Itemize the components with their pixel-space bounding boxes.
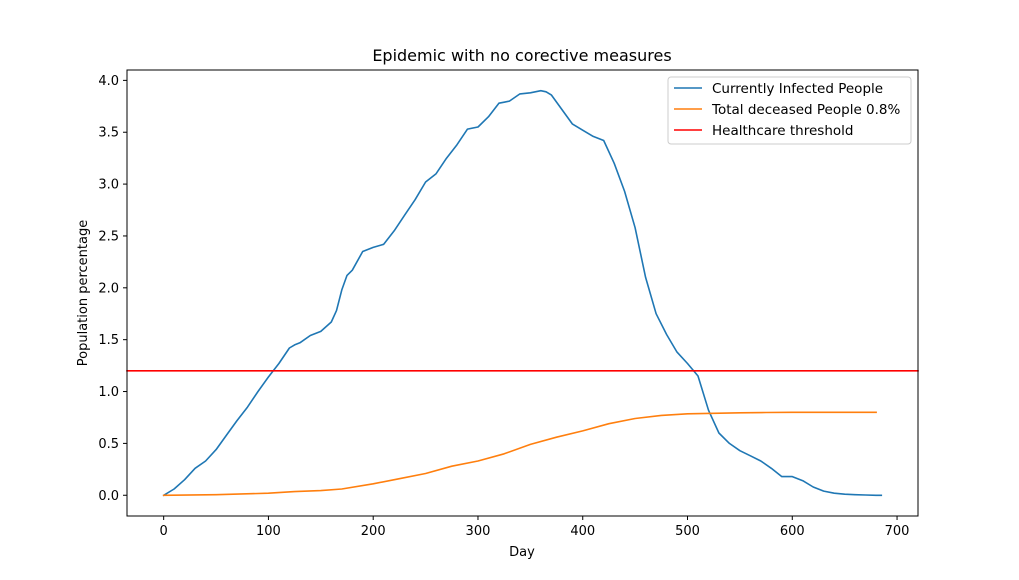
x-axis-label: Day: [509, 545, 535, 560]
x-tick-label: 0: [160, 524, 168, 539]
y-tick-label: 1.0: [98, 385, 119, 400]
y-tick-label: 2.5: [98, 229, 119, 244]
y-axis-label: Population percentage: [76, 220, 91, 366]
legend-box: [667, 76, 912, 145]
x-tick-label: 100: [256, 524, 281, 539]
chart-title: Epidemic with no corective measures: [372, 46, 671, 65]
legend-label-total-deceased-people-0-8: Total deceased People 0.8%: [711, 102, 901, 118]
y-tick-label: 0.0: [98, 489, 119, 504]
y-tick-label: 3.0: [98, 178, 119, 193]
x-tick-label: 400: [570, 524, 595, 539]
y-tick-label: 0.5: [98, 437, 119, 452]
y-tick-label: 3.5: [98, 126, 119, 141]
legend-label-healthcare-threshold: Healthcare threshold: [712, 123, 853, 139]
x-tick-label: 600: [780, 524, 805, 539]
series-layer: [126, 89, 919, 497]
series-line-currently-infected-people: [162, 89, 883, 497]
x-tick-label: 700: [885, 524, 910, 539]
x-tick-label: 300: [466, 524, 491, 539]
x-axis: 0 100 200 300 400 500 600 700: [160, 516, 910, 539]
x-tick-label: 200: [361, 524, 386, 539]
legend: Currently Infected People Total deceased …: [667, 76, 912, 145]
y-tick-label: 1.5: [98, 333, 119, 348]
legend-label-currently-infected-people: Currently Infected People: [712, 81, 883, 97]
series-line-total-deceased-people-0-8: [162, 411, 877, 497]
y-tick-label: 4.0: [98, 74, 119, 89]
y-tick-label: 2.0: [98, 281, 119, 296]
plot-frame: [126, 69, 919, 517]
y-axis: 0.0 0.5 1.0 1.5 2.0 2.5 3.0 3.5 4.0: [98, 74, 127, 504]
x-tick-label: 500: [675, 524, 700, 539]
